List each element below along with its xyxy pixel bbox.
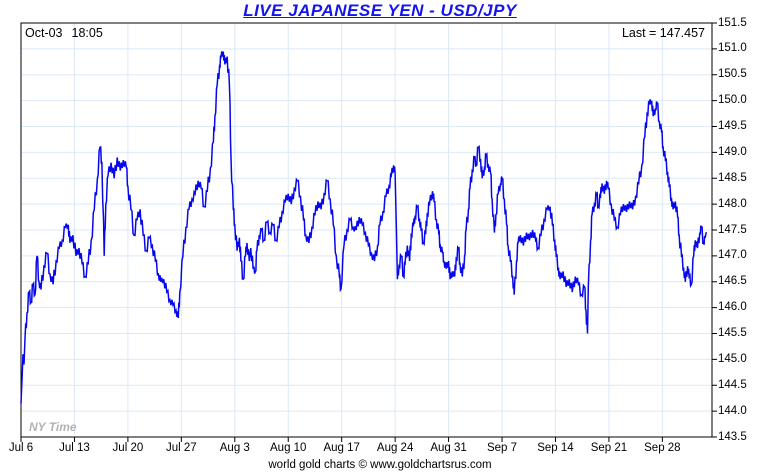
y-axis-tick-label: 145.0: [718, 352, 747, 365]
quote-date: Oct-03: [25, 26, 63, 40]
x-axis-tick-label: Jul 27: [165, 442, 197, 454]
x-axis-tick-label: Jul 6: [8, 442, 34, 454]
y-axis-tick-label: 149.0: [718, 145, 747, 158]
x-axis-tick-label: Aug 24: [376, 442, 414, 454]
y-axis-tick-label: 147.5: [718, 223, 747, 236]
x-axis-tick-label: Aug 31: [430, 442, 467, 454]
x-axis-tick-label: Jul 13: [59, 442, 90, 454]
y-axis-tick-label: 146.0: [718, 301, 747, 314]
y-axis-tick-label: 148.5: [718, 171, 747, 184]
x-axis-tick-label: Sep 7: [486, 442, 518, 454]
y-axis-tick-label: 145.5: [718, 327, 747, 339]
usdjpy-price-line: [20, 51, 708, 404]
y-axis-tick-label: 150.5: [718, 68, 747, 81]
y-axis-tick-label: 147.0: [718, 249, 747, 262]
x-axis-tick-label: Sep 28: [644, 442, 681, 454]
chart-title: LIVE JAPANESE YEN - USD/JPY: [243, 1, 517, 20]
x-axis-tick-label: Aug 17: [323, 442, 360, 454]
y-axis-tick-label: 144.0: [718, 404, 747, 417]
y-axis-tick-label: 150.0: [718, 94, 747, 107]
x-axis-tick-label: Sep 14: [537, 442, 574, 454]
y-axis-tick-label: 146.5: [718, 275, 747, 288]
x-axis-tick-label: Aug 10: [270, 442, 307, 454]
y-axis-tick-label: 148.0: [718, 197, 747, 210]
x-axis-tick-label: Jul 20: [112, 442, 144, 454]
quote-time: 18:05: [71, 26, 103, 40]
last-price-label: Last = 147.457: [621, 26, 705, 40]
y-axis-tick-label: 151.0: [718, 42, 747, 55]
y-axis-tick-label: 144.5: [718, 378, 747, 391]
quote-datetime: Oct-03 18:05: [25, 26, 103, 40]
ny-time-watermark: NY Time: [29, 420, 77, 434]
x-axis-tick-label: Aug 3: [219, 442, 250, 454]
y-axis-tick-label: 149.5: [718, 120, 747, 132]
x-axis-tick-label: Sep 21: [590, 442, 628, 454]
y-axis-tick-label: 151.5: [718, 16, 747, 29]
y-axis-tick-label: 143.5: [718, 430, 747, 443]
footer-credit: world gold charts © www.goldchartsrus.co…: [268, 459, 492, 471]
